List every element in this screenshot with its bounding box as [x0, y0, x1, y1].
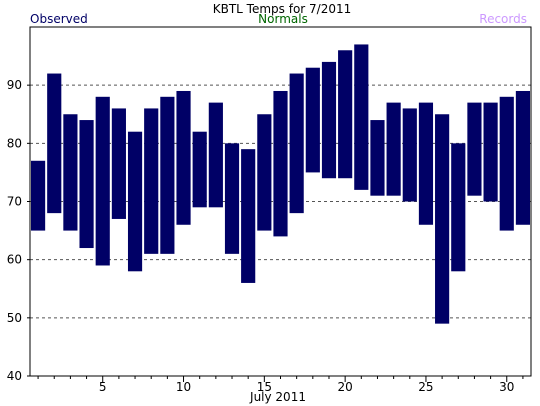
- y-tick-label-60: 60: [7, 253, 22, 267]
- bar-day-30: [499, 96, 514, 231]
- bar-day-22: [370, 120, 385, 196]
- bar-day-23: [386, 102, 401, 196]
- y-tick-label-40: 40: [7, 369, 22, 383]
- x-tick-label-20: 20: [338, 380, 353, 394]
- bar-day-24: [402, 108, 417, 202]
- bar-day-4: [79, 120, 94, 249]
- y-ticks: 40 50 60 70 80 90: [7, 78, 30, 383]
- x-tick-label-5: 5: [99, 380, 107, 394]
- bar-day-20: [338, 50, 353, 179]
- bar-day-26: [435, 114, 450, 324]
- bars-group: [31, 44, 530, 324]
- bar-day-29: [483, 102, 498, 202]
- chart-title: KBTL Temps for 7/2011: [213, 2, 352, 16]
- bar-day-1: [31, 160, 46, 231]
- x-tick-label-10: 10: [176, 380, 191, 394]
- x-axis-label: July 2011: [249, 390, 306, 404]
- bar-day-18: [305, 67, 320, 173]
- x-tick-label-30: 30: [499, 380, 514, 394]
- x-tick-label-25: 25: [418, 380, 433, 394]
- bar-day-6: [111, 108, 126, 219]
- bar-day-19: [321, 61, 337, 179]
- bar-day-3: [63, 114, 78, 231]
- y-tick-label-80: 80: [7, 136, 22, 150]
- bar-day-10: [176, 90, 191, 225]
- bar-day-25: [418, 102, 434, 225]
- bar-day-12: [208, 102, 223, 208]
- x-tick-label-15: 15: [257, 380, 272, 394]
- bar-day-15: [257, 114, 272, 231]
- y-tick-label-70: 70: [7, 195, 22, 209]
- bar-day-17: [289, 73, 304, 214]
- x-ticks: 5 10 15 20 25 30: [37, 376, 524, 394]
- bar-day-31: [515, 90, 530, 225]
- bar-day-5: [95, 96, 110, 266]
- bar-day-2: [47, 73, 62, 214]
- bar-day-14: [241, 149, 256, 283]
- bar-day-7: [127, 131, 143, 272]
- bar-day-28: [467, 102, 482, 196]
- bar-day-8: [144, 108, 159, 254]
- bar-day-9: [160, 96, 175, 254]
- y-tick-label-90: 90: [7, 78, 22, 92]
- legend-records: Records: [479, 12, 527, 26]
- bar-day-27: [451, 143, 466, 272]
- bar-day-11: [192, 131, 207, 208]
- legend-normals: Normals: [258, 12, 308, 26]
- bar-day-13: [224, 143, 240, 254]
- bar-day-16: [273, 90, 288, 237]
- y-tick-label-50: 50: [7, 311, 22, 325]
- legend-observed: Observed: [30, 12, 88, 26]
- bar-day-21: [354, 44, 369, 190]
